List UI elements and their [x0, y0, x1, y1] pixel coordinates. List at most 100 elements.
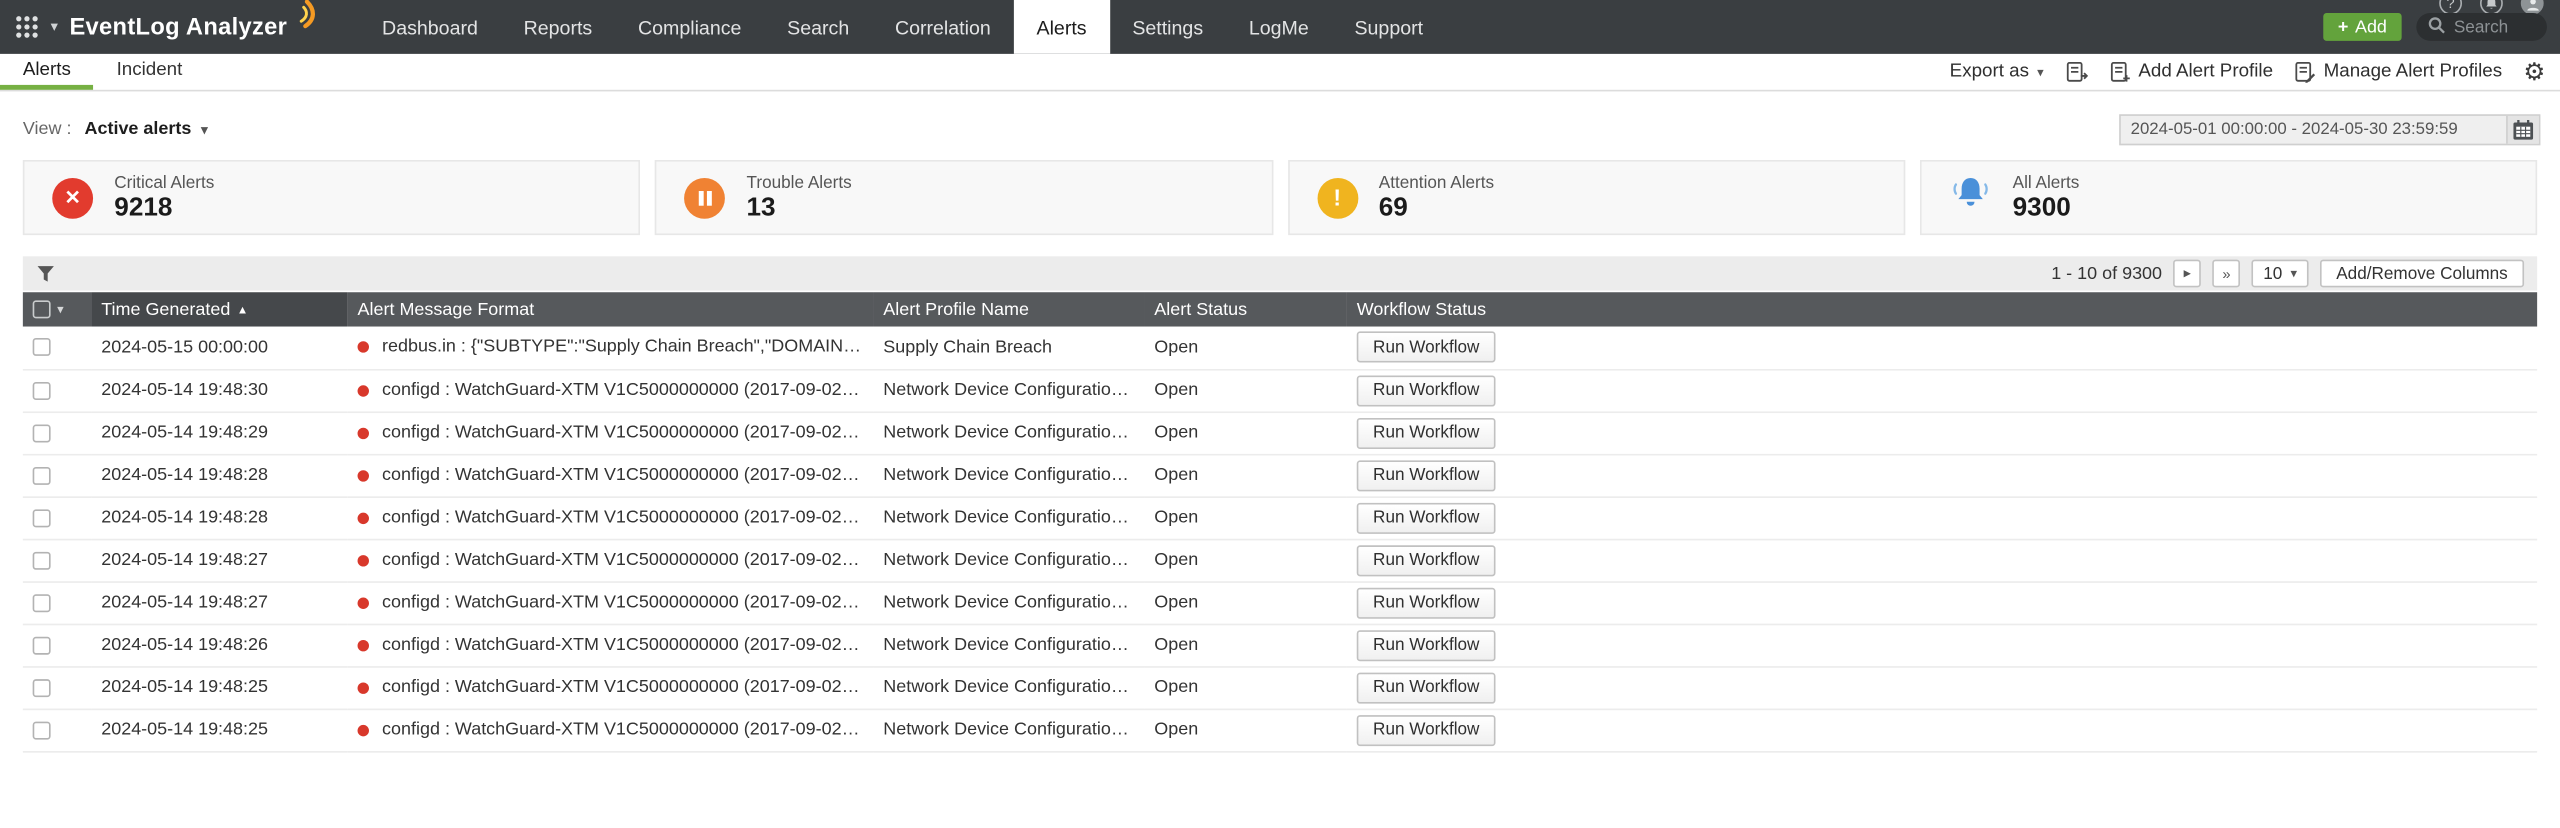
caret-down-icon: ▾ [2037, 64, 2044, 80]
card-trouble-alerts[interactable]: Trouble Alerts 13 [655, 159, 1273, 236]
row-checkbox[interactable] [32, 423, 51, 442]
run-workflow-button[interactable]: Run Workflow [1356, 459, 1496, 491]
alert-profile: Supply Chain Breach [873, 326, 1145, 370]
card-all-alerts[interactable]: All Alerts 9300 [1919, 159, 2538, 236]
nav-item-compliance[interactable]: Compliance [637, 15, 742, 39]
column-alert-profile-name[interactable]: Alert Profile Name [873, 292, 1145, 327]
row-checkbox[interactable] [32, 678, 51, 697]
column-alert-status[interactable]: Alert Status [1144, 292, 1347, 327]
filter-funnel-icon[interactable] [36, 264, 56, 284]
alert-time: 2024-05-14 19:48:25 [91, 666, 348, 710]
pagination-range: 1 - 10 of 9300 [2051, 263, 2163, 284]
sub-navigation-bar: Alerts Incident Export as ▾ [0, 53, 2560, 92]
alert-status: Open [1144, 453, 1347, 498]
apps-caret-icon[interactable]: ▾ [50, 17, 59, 35]
card-value: 9300 [2012, 193, 2071, 222]
add-remove-columns-button[interactable]: Add/Remove Columns [2319, 259, 2525, 288]
bell-icon [1949, 172, 1991, 223]
date-range-input[interactable] [2120, 119, 2507, 138]
run-workflow-button[interactable]: Run Workflow [1356, 544, 1496, 576]
nav-item-search[interactable]: Search [787, 15, 850, 39]
severity-dot [357, 511, 369, 524]
add-button[interactable]: + Add [2323, 13, 2402, 41]
search-icon [2428, 12, 2446, 41]
column-workflow-status[interactable]: Workflow Status [1346, 292, 2538, 327]
nav-item-alerts[interactable]: Alerts [1013, 0, 1110, 54]
alert-message: configd : WatchGuard-XTM V1C5000000000 (… [382, 380, 874, 400]
column-time-generated[interactable]: Time Generated ▲ [91, 292, 348, 327]
attention-exclamation-icon: ! [1316, 177, 1358, 218]
select-menu-caret-icon[interactable]: ▾ [57, 302, 64, 317]
view-filter-row: View : Active alerts ▾ [23, 113, 2541, 146]
row-checkbox[interactable] [32, 508, 51, 527]
row-checkbox[interactable] [32, 636, 51, 655]
global-search-input[interactable] [2453, 17, 2536, 37]
caret-down-icon: ▾ [201, 121, 208, 137]
card-critical-alerts[interactable]: ✕ Critical Alerts 9218 [22, 159, 641, 236]
tab-incident[interactable]: Incident [116, 59, 183, 80]
row-checkbox[interactable] [32, 338, 51, 357]
export-as-button[interactable]: Export as ▾ [1950, 62, 2044, 82]
view-selector[interactable]: Active alerts ▾ [85, 119, 208, 139]
card-label: All Alerts [2012, 172, 2080, 192]
next-page-button[interactable]: ▸ [2173, 259, 2202, 288]
last-page-button[interactable]: » [2212, 259, 2241, 288]
manage-alert-profiles-button[interactable]: Manage Alert Profiles [2294, 60, 2502, 83]
settings-gear-icon[interactable]: ⚙ [2523, 57, 2546, 86]
run-workflow-button[interactable]: Run Workflow [1356, 629, 1496, 661]
column-alert-message-format[interactable]: Alert Message Format [347, 292, 874, 327]
alert-status: Open [1144, 326, 1347, 370]
nav-item-dashboard[interactable]: Dashboard [382, 15, 478, 39]
row-checkbox[interactable] [32, 466, 51, 485]
row-checkbox[interactable] [32, 551, 51, 570]
run-workflow-button[interactable]: Run Workflow [1356, 502, 1496, 534]
plus-icon: + [2337, 17, 2349, 37]
row-checkbox[interactable] [32, 593, 51, 612]
manage-profiles-icon [2295, 61, 2316, 83]
select-all-header: ▾ [22, 292, 92, 327]
severity-dot [357, 639, 369, 651]
select-all-checkbox[interactable] [32, 300, 51, 319]
row-checkbox[interactable] [32, 720, 51, 739]
caret-down-icon: ▾ [2290, 266, 2298, 281]
manage-alert-profiles-label: Manage Alert Profiles [2323, 62, 2503, 82]
alert-message: configd : WatchGuard-XTM V1C5000000000 (… [382, 635, 874, 655]
brand-area: ▾ EventLog Analyzer [0, 0, 359, 54]
sort-asc-icon: ▲ [236, 304, 249, 316]
alert-time: 2024-05-14 19:48:27 [91, 581, 348, 625]
row-checkbox[interactable] [32, 381, 51, 400]
alert-time: 2024-05-14 19:48:29 [91, 411, 348, 455]
table-row: 2024-05-14 19:48:29 configd : WatchGuard… [22, 411, 2538, 455]
alert-status: Open [1144, 581, 1347, 625]
alert-profile: Network Device Configuration Ch... [873, 581, 1145, 625]
nav-item-reports[interactable]: Reports [523, 15, 593, 39]
nav-item-correlation[interactable]: Correlation [894, 15, 991, 39]
card-value: 9218 [114, 193, 173, 222]
run-workflow-button[interactable]: Run Workflow [1356, 374, 1496, 406]
severity-dot [357, 596, 369, 609]
alert-message: configd : WatchGuard-XTM V1C5000000000 (… [382, 592, 874, 613]
run-workflow-button[interactable]: Run Workflow [1356, 417, 1496, 449]
page-size-selector[interactable]: 10 ▾ [2251, 259, 2309, 288]
tab-alerts[interactable]: Alerts [0, 54, 94, 90]
nav-item-logme[interactable]: LogMe [1248, 15, 1309, 39]
nav-item-settings[interactable]: Settings [1132, 15, 1204, 39]
run-workflow-button[interactable]: Run Workflow [1356, 671, 1496, 703]
export-icon[interactable] [2065, 60, 2088, 83]
table-row: 2024-05-14 19:48:25 configd : WatchGuard… [22, 708, 2538, 752]
global-search [2416, 13, 2547, 41]
apps-grid-icon[interactable] [15, 15, 39, 39]
run-workflow-button[interactable]: Run Workflow [1356, 331, 1496, 363]
severity-dot [357, 554, 369, 566]
alert-status: Open [1144, 496, 1347, 540]
alert-profile: Network Device Configuration Ch... [873, 368, 1145, 413]
column-label: Time Generated [101, 299, 231, 320]
add-alert-profile-button[interactable]: Add Alert Profile [2109, 60, 2273, 83]
nav-item-support[interactable]: Support [1354, 15, 1424, 39]
run-workflow-button[interactable]: Run Workflow [1356, 586, 1496, 618]
calendar-icon[interactable] [2506, 115, 2539, 143]
alert-time: 2024-05-14 19:48:30 [91, 368, 348, 413]
card-attention-alerts[interactable]: ! Attention Alerts 69 [1287, 159, 1905, 236]
run-workflow-button[interactable]: Run Workflow [1356, 714, 1496, 746]
alert-profile: Network Device Configuration Ch... [873, 708, 1145, 752]
